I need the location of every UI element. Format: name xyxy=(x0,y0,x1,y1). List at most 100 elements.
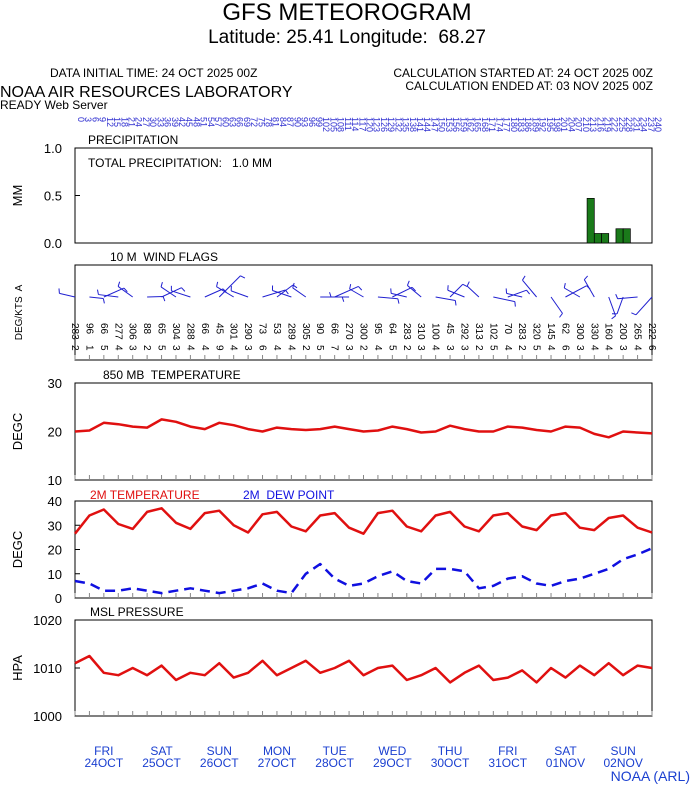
wind-barb xyxy=(181,287,186,292)
wind-barb xyxy=(160,281,163,288)
top-hour-label: 108 xyxy=(336,117,346,132)
top-hour-label: 96 xyxy=(307,117,317,127)
wind-speed-label: 3 xyxy=(170,345,181,351)
top-hour-label: 183 xyxy=(516,117,526,132)
wind-dir-label: 330 xyxy=(588,323,599,340)
wind-speed-label: 5 xyxy=(386,345,397,351)
wind-barb xyxy=(583,275,589,281)
wind-dir-label: 100 xyxy=(430,323,441,340)
top-hour-label: 144 xyxy=(422,117,432,132)
wind-speed-label: 4 xyxy=(184,345,195,351)
y-axis-label: DEGC xyxy=(10,413,25,451)
series-line xyxy=(74,654,653,684)
wind-dir-label: 95 xyxy=(372,323,383,335)
top-hour-label: 228 xyxy=(624,117,634,132)
wind-flag xyxy=(216,286,234,298)
top-hour-label: 105 xyxy=(328,117,338,132)
wind-flag xyxy=(147,295,164,298)
top-hour-label: 219 xyxy=(603,117,613,132)
y-tick-label: 30 xyxy=(48,376,62,391)
wind-barb xyxy=(123,287,128,293)
credit: NOAA (ARL) xyxy=(611,768,690,784)
wind-barb xyxy=(397,298,400,304)
wind-speed-label: 7 xyxy=(329,345,340,351)
wind-speed-label: 6 xyxy=(646,345,657,351)
y-tick-label: 0 xyxy=(55,591,62,606)
wind-flag xyxy=(89,296,104,299)
panel-title: 850 MB TEMPERATURE xyxy=(103,368,241,382)
top-hour-label: 135 xyxy=(401,117,411,132)
day-label: MON xyxy=(263,744,291,758)
top-hour-label: 117 xyxy=(357,117,367,131)
wind-dir-label: 90 xyxy=(314,323,325,335)
series-line xyxy=(74,547,653,595)
wind-dir-label: 288 xyxy=(184,323,195,340)
panel-title: 10 M WIND FLAGS xyxy=(110,250,218,264)
top-hour-label: 57 xyxy=(213,117,223,127)
date-label: 24OCT xyxy=(85,756,124,770)
wind-dir-label: 62 xyxy=(559,323,570,335)
top-hour-label: 114 xyxy=(350,117,360,131)
top-hour-label: 111 xyxy=(343,117,353,131)
y-axis-label: HPA xyxy=(10,655,25,681)
wind-barb xyxy=(117,281,121,287)
wind-speed-label: 5 xyxy=(531,345,542,351)
top-hour-label: 87 xyxy=(285,117,295,127)
location: Latitude: 25.41 Longitude: 68.27 xyxy=(208,27,486,48)
panel-frame xyxy=(74,619,653,717)
wind-speed-label: 4 xyxy=(502,345,513,351)
wind-speed-label: 4 xyxy=(588,345,599,351)
wind-speed-label: 9 xyxy=(213,345,224,351)
date-label: 27OCT xyxy=(258,756,297,770)
title: GFS METEOROGRAM xyxy=(222,0,471,26)
precip-bar xyxy=(593,233,602,244)
precip-bar xyxy=(615,228,624,244)
wind-flag xyxy=(635,296,653,316)
wind-barb xyxy=(466,281,470,287)
wind-dir-label: 70 xyxy=(502,323,513,335)
legend-label: 2M TEMPERATURE xyxy=(90,488,200,502)
wind-flag xyxy=(161,287,182,298)
wind-speed-label: 3 xyxy=(415,345,426,351)
y-tick-label: 0.5 xyxy=(44,189,62,204)
wind-barb xyxy=(341,296,345,302)
wind-speed-label: 4 xyxy=(545,345,556,351)
top-hour-label: 186 xyxy=(523,117,533,132)
wind-speed-label: 4 xyxy=(372,345,383,351)
wind-flag xyxy=(616,296,624,315)
date-label: 02NOV xyxy=(603,756,642,770)
wind-speed-label: 4 xyxy=(632,345,643,351)
top-hour-label: 153 xyxy=(444,117,454,132)
wind-speed-label: 2 xyxy=(473,345,484,351)
wind-speed-label: 4 xyxy=(112,345,123,351)
wind-flag xyxy=(407,285,422,298)
wind-speed-label: 4 xyxy=(271,345,282,351)
wind-speed-label: 2 xyxy=(300,345,311,351)
wind-flag xyxy=(522,279,537,298)
series-line xyxy=(74,418,653,439)
top-hour-label: 30 xyxy=(148,117,158,127)
wind-barb xyxy=(454,300,457,306)
top-hour-label: 192 xyxy=(538,117,548,132)
day-label: SAT xyxy=(150,744,173,758)
wind-barb xyxy=(559,313,563,318)
top-hour-label: 51 xyxy=(199,117,209,127)
wind-speed-label: 5 xyxy=(487,345,498,351)
y-tick-label: 0.0 xyxy=(44,236,62,251)
wind-barb xyxy=(292,282,295,288)
wind-speed-label: 2 xyxy=(358,345,369,351)
wind-flag xyxy=(349,288,364,298)
top-hour-label: 123 xyxy=(372,117,382,132)
wind-barb xyxy=(406,280,410,286)
top-hour-label: 174 xyxy=(494,117,504,132)
wind-barb xyxy=(329,292,332,298)
calc-started: CALCULATION STARTED AT: 24 OCT 2025 00Z xyxy=(393,66,653,80)
lab-name: NOAA AIR RESOURCES LABORATORY xyxy=(0,84,293,101)
wind-flag xyxy=(565,285,587,298)
top-hour-label: 195 xyxy=(545,117,555,132)
y-axis-label: MM xyxy=(10,185,25,207)
top-hour-label: 222 xyxy=(610,117,620,132)
wind-speed-label: 2 xyxy=(141,345,152,351)
wind-speed-label: 3 xyxy=(127,345,138,351)
top-hour-label: 42 xyxy=(177,117,187,127)
